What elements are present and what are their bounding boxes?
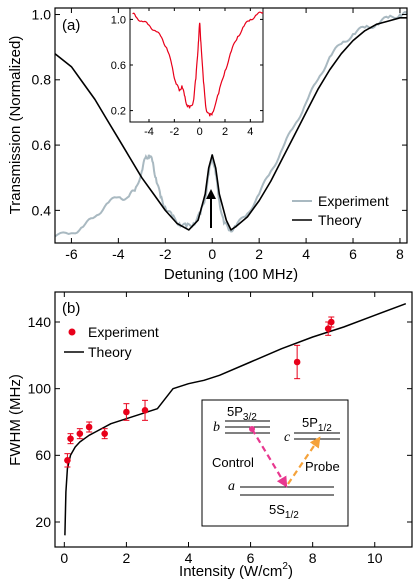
- inset-chart: -4 -2 0 2 4 0.2 0.6 1.0: [111, 7, 264, 138]
- panel-a-x-tick-label: 2: [255, 246, 263, 262]
- panel-a-x-tick-label: 6: [349, 246, 357, 262]
- panel-b-y-tick-label: 20: [35, 514, 51, 530]
- series-theory-line: [64, 302, 407, 536]
- level-b-term: 5P3/2: [227, 404, 257, 423]
- experiment-point: [141, 407, 149, 414]
- panel-a-series: [54, 11, 408, 238]
- panel-a-y-tick-label: 0.8: [32, 72, 52, 88]
- panel-b-label: (b): [62, 300, 80, 317]
- level-c-letter: c: [284, 430, 291, 445]
- inset-ticks: -4 -2 0 2 4 0.2 0.6 1.0: [111, 8, 263, 138]
- control-label: Control: [212, 455, 254, 470]
- experiment-point: [67, 435, 74, 442]
- legend-experiment-label: Experiment: [88, 324, 159, 340]
- level-a-term: 5S1/2: [269, 502, 299, 521]
- panel-a: -6 -4 -2 0 2 4 6 8 0.4 0.6 0.8 1.0 (a) Transmission…: [7, 6, 408, 283]
- panel-a-y-tick-label: 0.6: [32, 137, 52, 153]
- legend-theory-label: Theory: [318, 212, 362, 228]
- experiment-point: [64, 457, 71, 464]
- panel-a-legend: Experiment Theory: [292, 193, 389, 228]
- panel-b-y-tick-label: 140: [28, 314, 52, 330]
- inset-x-tick-label: -4: [144, 126, 154, 138]
- panel-b-x-tick-label: 10: [367, 550, 383, 566]
- panel-b-y-tick-label: 100: [28, 381, 52, 397]
- level-c-term: 5P1/2: [302, 415, 332, 434]
- inset-x-tick-label: -2: [169, 126, 179, 138]
- panel-b-y-tick-label: 60: [35, 447, 51, 463]
- panel-a-x-tick-label: 8: [396, 246, 404, 262]
- inset-x-tick-label: 0: [197, 126, 203, 138]
- panel-a-x-tick-label: 4: [302, 246, 310, 262]
- level-b-sym: 5P: [227, 404, 243, 419]
- level-c-sym: 5P: [302, 415, 318, 430]
- panel-b-x-tick-label: 6: [247, 550, 255, 566]
- probe-label: Probe: [305, 459, 340, 474]
- legend-experiment-marker: [68, 328, 76, 336]
- series-theory-line: [54, 17, 407, 231]
- experiment-point: [123, 408, 130, 416]
- panel-a-label: (a): [62, 17, 80, 34]
- experiment-point: [101, 430, 108, 437]
- panel-b-frame: [54, 291, 413, 548]
- panel-a-x-tick-label: -2: [159, 246, 172, 262]
- energy-level-diagram: b 5P3/2 c 5P1/2 a 5S1/2 Control Probe: [201, 399, 349, 527]
- panel-b-x-axis-label: Intensity (W/cm2): [179, 561, 293, 580]
- panel-a-y-tick-label: 0.4: [32, 202, 52, 218]
- experiment-point: [85, 423, 93, 431]
- experiment-point: [324, 325, 332, 332]
- legend-experiment-label: Experiment: [318, 193, 389, 209]
- panel-b-x-tick-label: 4: [185, 550, 193, 566]
- control-transition-arrow: [251, 428, 288, 488]
- panel-a-y-axis-label: Transmission (Normalized): [7, 36, 24, 215]
- inset-transmission-line: [132, 11, 264, 117]
- level-a-letter: a: [228, 479, 235, 494]
- level-b-letter: b: [213, 420, 220, 435]
- level-b-sub: 3/2: [243, 412, 257, 423]
- panel-b-series: [64, 302, 407, 536]
- panel-b-x-tick-label: 8: [309, 550, 317, 566]
- experiment-point: [76, 430, 84, 437]
- panel-b-ticks: 0 2 4 6 8 10 20 60 100 140: [28, 292, 412, 566]
- panel-a-x-tick-label: 0: [208, 246, 216, 262]
- legend-theory-label: Theory: [88, 344, 132, 360]
- panel-a-x-axis-label: Detuning (100 MHz): [164, 266, 298, 283]
- inset-series: [132, 11, 264, 117]
- experiment-point: [293, 358, 301, 366]
- panel-a-x-tick-label: -6: [65, 246, 78, 262]
- panel-b: 0 2 4 6 8 10 20 60 100 140 (b) FWHM (MHz) Intensi…: [7, 291, 413, 580]
- panel-b-x-tick-label: 2: [123, 550, 131, 566]
- inset-y-tick-label: 0.6: [111, 60, 126, 72]
- level-a-sym: 5S: [269, 502, 285, 517]
- x-label-main: Intensity (W/cm: [179, 563, 282, 580]
- level-c-sub: 1/2: [318, 423, 332, 434]
- experiment-point: [327, 318, 335, 326]
- series-experiment-line: [54, 11, 408, 238]
- level-a-sub: 1/2: [285, 510, 299, 521]
- inset-x-tick-label: 4: [247, 126, 253, 138]
- x-label-sup: 2: [282, 561, 288, 572]
- probe-transition-arrow: [287, 436, 321, 485]
- x-label-close: ): [288, 563, 293, 580]
- panel-b-legend: Experiment Theory: [64, 324, 159, 360]
- panel-a-y-tick-label: 1.0: [32, 6, 52, 22]
- inset-y-tick-label: 0.2: [111, 105, 126, 117]
- inset-y-tick-label: 1.0: [111, 14, 126, 26]
- panel-b-x-tick-label: 0: [60, 550, 68, 566]
- panel-b-y-axis-label: FWHM (MHz): [7, 374, 24, 466]
- inset-x-tick-label: 2: [222, 126, 228, 138]
- panel-a-x-tick-label: -4: [112, 246, 125, 262]
